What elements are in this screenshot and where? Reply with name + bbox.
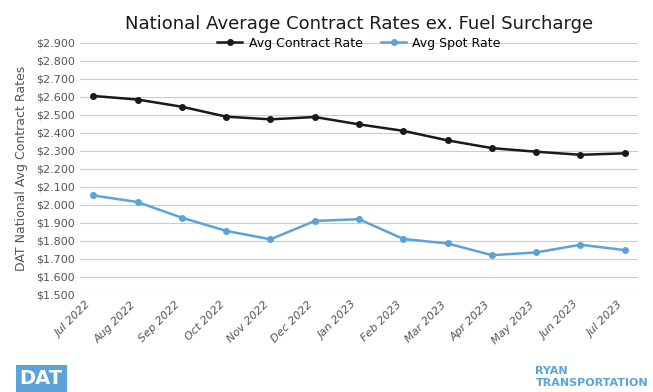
Avg Spot Rate	[488, 253, 496, 258]
Avg Spot Rate	[222, 229, 230, 233]
Title: National Average Contract Rates ex. Fuel Surcharge: National Average Contract Rates ex. Fuel…	[125, 15, 593, 33]
Avg Spot Rate	[400, 237, 407, 241]
Text: DAT: DAT	[20, 369, 63, 388]
Avg Spot Rate	[266, 237, 274, 242]
Avg Spot Rate	[443, 241, 451, 246]
Avg Spot Rate	[355, 217, 363, 221]
Avg Contract Rate	[222, 114, 230, 119]
Avg Contract Rate	[488, 146, 496, 151]
Avg Contract Rate	[134, 97, 142, 102]
Avg Contract Rate	[355, 122, 363, 127]
Avg Contract Rate	[443, 138, 451, 143]
Avg Contract Rate	[89, 94, 97, 98]
Avg Spot Rate	[89, 193, 97, 198]
Avg Contract Rate	[532, 149, 540, 154]
Line: Avg Contract Rate: Avg Contract Rate	[91, 93, 628, 158]
Legend: Avg Contract Rate, Avg Spot Rate: Avg Contract Rate, Avg Spot Rate	[212, 31, 506, 54]
Avg Contract Rate	[178, 104, 186, 109]
Avg Contract Rate	[400, 129, 407, 133]
Avg Spot Rate	[532, 250, 540, 255]
Avg Spot Rate	[311, 219, 319, 223]
Text: RYAN
TRANSPORTATION: RYAN TRANSPORTATION	[535, 367, 648, 388]
Avg Contract Rate	[577, 152, 584, 157]
Avg Spot Rate	[134, 200, 142, 205]
Avg Spot Rate	[621, 248, 629, 252]
Line: Avg Spot Rate: Avg Spot Rate	[91, 192, 628, 258]
Avg Spot Rate	[577, 242, 584, 247]
Avg Contract Rate	[621, 151, 629, 156]
Avg Spot Rate	[178, 215, 186, 220]
Avg Contract Rate	[311, 114, 319, 119]
Avg Contract Rate	[266, 117, 274, 122]
Y-axis label: DAT National Avg Contract Rates: DAT National Avg Contract Rates	[15, 66, 28, 271]
